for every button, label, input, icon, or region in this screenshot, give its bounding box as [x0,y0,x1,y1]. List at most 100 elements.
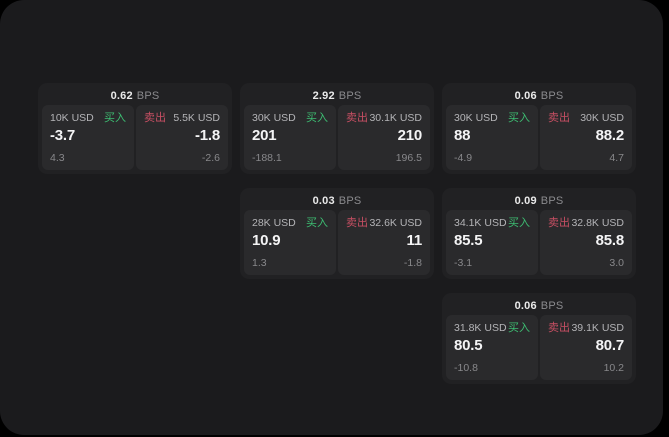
quote-panel-row: 10K USD 买入 -3.7 4.3 卖出 5.5K USD -1.8 -2.… [42,105,228,170]
bps-unit-label: BPS [338,195,362,207]
buy-delta: 1.3 [252,257,267,269]
quote-card: 0.09 BPS 34.1K USD 买入 85.5 -3.1 卖出 32.8K… [442,188,636,279]
sell-quote-panel[interactable]: 卖出 5.5K USD -1.8 -2.6 [136,105,228,170]
sell-amount: 32.8K USD [571,217,624,229]
buy-panel-top: 34.1K USD 买入 [454,217,530,229]
sell-delta: 3.0 [609,257,624,269]
sell-quote-panel[interactable]: 卖出 32.8K USD 85.8 3.0 [540,210,632,275]
bps-header: 0.09 BPS [446,192,632,210]
bps-value: 0.09 [514,195,537,207]
sell-delta: -1.8 [403,257,422,269]
sell-panel-top: 卖出 30K USD [548,112,624,124]
buy-quote-panel[interactable]: 30K USD 买入 201 -188.1 [244,105,336,170]
buy-price: -3.7 [50,127,76,144]
sell-amount: 30.1K USD [369,112,422,124]
buy-price: 85.5 [454,232,483,249]
bps-header: 0.03 BPS [244,192,430,210]
sell-side-tag: 卖出 [346,112,368,124]
quote-panel-row: 30K USD 买入 201 -188.1 卖出 30.1K USD 210 1… [244,105,430,170]
sell-panel-top: 卖出 32.6K USD [346,217,422,229]
buy-panel-top: 30K USD 买入 [252,112,328,124]
quote-card: 0.03 BPS 28K USD 买入 10.9 1.3 卖出 32.6K US… [240,188,434,279]
buy-delta: 4.3 [50,152,65,164]
buy-panel-top: 10K USD 买入 [50,112,126,124]
quote-grid: 0.62 BPS 10K USD 买入 -3.7 4.3 卖出 5.5K USD… [38,83,636,384]
bps-unit-label: BPS [136,90,160,102]
buy-delta: -10.8 [454,362,478,374]
quote-card: 0.06 BPS 31.8K USD 买入 80.5 -10.8 卖出 39.1… [442,293,636,384]
sell-panel-top: 卖出 5.5K USD [144,112,220,124]
sell-delta: 10.2 [603,362,624,374]
buy-amount: 28K USD [252,217,296,229]
sell-quote-panel[interactable]: 卖出 30.1K USD 210 196.5 [338,105,430,170]
sell-side-tag: 卖出 [548,217,570,229]
bps-value: 0.06 [514,300,537,312]
buy-delta: -3.1 [454,257,473,269]
buy-amount: 30K USD [252,112,296,124]
bps-unit-label: BPS [540,90,564,102]
quote-card: 0.06 BPS 30K USD 买入 88 -4.9 卖出 30K USD 8… [442,83,636,174]
bps-header: 0.06 BPS [446,87,632,105]
buy-price: 80.5 [454,337,483,354]
buy-panel-top: 31.8K USD 买入 [454,322,530,334]
bps-header: 0.06 BPS [446,297,632,315]
sell-delta: 196.5 [395,152,422,164]
buy-delta: -188.1 [252,152,282,164]
buy-price: 88 [454,127,471,144]
buy-price: 201 [252,127,277,144]
sell-price: 88.2 [595,127,625,144]
buy-price: 10.9 [252,232,281,249]
quote-panel-row: 31.8K USD 买入 80.5 -10.8 卖出 39.1K USD 80.… [446,315,632,380]
buy-side-tag: 买入 [104,112,126,124]
bps-unit-label: BPS [540,195,564,207]
sell-amount: 5.5K USD [173,112,220,124]
buy-delta: -4.9 [454,152,473,164]
quote-panel-row: 28K USD 买入 10.9 1.3 卖出 32.6K USD 11 -1.8 [244,210,430,275]
buy-quote-panel[interactable]: 34.1K USD 买入 85.5 -3.1 [446,210,538,275]
buy-side-tag: 买入 [508,322,530,334]
sell-side-tag: 卖出 [144,112,166,124]
sell-quote-panel[interactable]: 卖出 30K USD 88.2 4.7 [540,105,632,170]
sell-quote-panel[interactable]: 卖出 32.6K USD 11 -1.8 [338,210,430,275]
sell-delta: 4.7 [609,152,624,164]
buy-quote-panel[interactable]: 31.8K USD 买入 80.5 -10.8 [446,315,538,380]
sell-amount: 32.6K USD [369,217,422,229]
buy-quote-panel[interactable]: 10K USD 买入 -3.7 4.3 [42,105,134,170]
buy-amount: 30K USD [454,112,498,124]
sell-side-tag: 卖出 [346,217,368,229]
bps-value: 0.62 [110,90,133,102]
buy-amount: 31.8K USD [454,322,507,334]
buy-side-tag: 买入 [306,112,328,124]
quote-panel-row: 34.1K USD 买入 85.5 -3.1 卖出 32.8K USD 85.8… [446,210,632,275]
bps-value: 0.06 [514,90,537,102]
buy-side-tag: 买入 [508,217,530,229]
sell-panel-top: 卖出 32.8K USD [548,217,624,229]
buy-side-tag: 买入 [306,217,328,229]
buy-quote-panel[interactable]: 30K USD 买入 88 -4.9 [446,105,538,170]
sell-amount: 39.1K USD [571,322,624,334]
buy-quote-panel[interactable]: 28K USD 买入 10.9 1.3 [244,210,336,275]
sell-side-tag: 卖出 [548,322,570,334]
bps-header: 2.92 BPS [244,87,430,105]
quote-card: 0.62 BPS 10K USD 买入 -3.7 4.3 卖出 5.5K USD… [38,83,232,174]
sell-panel-top: 卖出 39.1K USD [548,322,624,334]
quote-panel-row: 30K USD 买入 88 -4.9 卖出 30K USD 88.2 4.7 [446,105,632,170]
sell-side-tag: 卖出 [548,112,570,124]
sell-price: 80.7 [595,337,625,354]
buy-side-tag: 买入 [508,112,530,124]
buy-panel-top: 30K USD 买入 [454,112,530,124]
sell-price: -1.8 [194,127,220,144]
bps-unit-label: BPS [338,90,362,102]
sell-price: 210 [397,127,423,144]
sell-price: 11 [406,232,423,249]
sell-quote-panel[interactable]: 卖出 39.1K USD 80.7 10.2 [540,315,632,380]
sell-amount: 30K USD [580,112,624,124]
sell-panel-top: 卖出 30.1K USD [346,112,422,124]
quote-card: 2.92 BPS 30K USD 买入 201 -188.1 卖出 30.1K … [240,83,434,174]
bps-header: 0.62 BPS [42,87,228,105]
sell-delta: -2.6 [201,152,220,164]
sell-price: 85.8 [595,232,625,249]
buy-amount: 10K USD [50,112,94,124]
bps-value: 0.03 [312,195,335,207]
